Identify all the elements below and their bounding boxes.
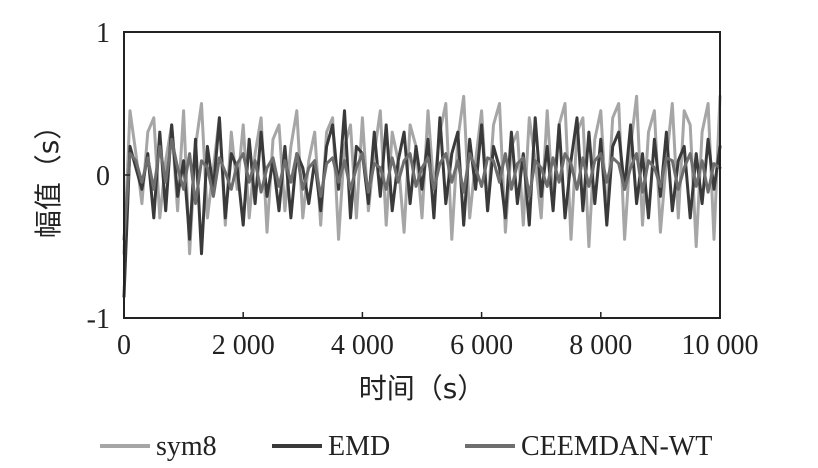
y-tick-labels: -1 0 1: [87, 18, 110, 335]
x-tick-label: 10 000: [682, 330, 759, 361]
series-layer: [122, 94, 722, 299]
plot-area: [122, 31, 722, 319]
x-tick-labels: 0 2 000 4 000 6 000 8 000 10 000: [117, 330, 759, 361]
y-tick-label: 1: [96, 18, 110, 49]
x-tick-label: 8 000: [569, 330, 632, 361]
series-line-3: [122, 137, 722, 241]
x-tick-label: 2 000: [212, 330, 275, 361]
legend-label-3: CEEMDAN-WT: [521, 431, 712, 462]
x-axis-title: 时间（s）: [359, 372, 486, 405]
y-tick-label: 0: [96, 161, 110, 192]
legend: sym8 EMD CEEMDAN-WT: [100, 431, 712, 462]
x-tick-label: 4 000: [331, 330, 394, 361]
x-tick-label: 6 000: [450, 330, 513, 361]
legend-label-1: sym8: [156, 431, 217, 462]
series-line-2: [122, 109, 722, 299]
y-axis-title: 幅值（s）: [32, 112, 65, 239]
tick-marks: [123, 31, 721, 319]
x-tick-label: 0: [117, 330, 131, 361]
legend-label-2: EMD: [328, 431, 390, 462]
y-tick-label: -1: [87, 304, 110, 335]
